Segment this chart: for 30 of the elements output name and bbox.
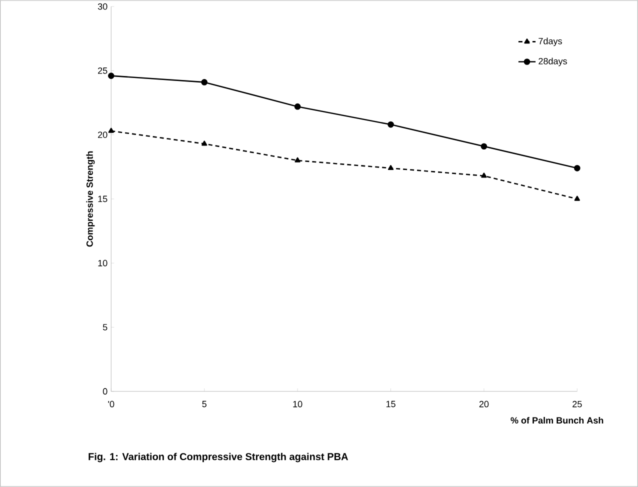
x-tick-label: 20: [479, 400, 489, 408]
caption: Fig. 1: Variation of Compressive Strength against PBA: [88, 452, 348, 462]
x-tick-label: 15: [386, 400, 396, 408]
point: [202, 140, 208, 146]
point: [481, 172, 487, 178]
point: [574, 165, 580, 172]
y-tick-label: 30: [98, 3, 108, 10]
legend-label: 28days: [538, 58, 567, 66]
y-tick-label: 25: [98, 68, 108, 74]
y-axis-title: Compressive Strength: [86, 151, 95, 247]
point: [388, 165, 394, 170]
y-tick-label: 20: [98, 132, 108, 138]
point: [294, 103, 301, 110]
legend-label: 7days: [538, 38, 562, 46]
y-tick-label: 0: [102, 388, 108, 395]
x-tick-label: 10: [293, 400, 302, 408]
point: [108, 128, 114, 133]
point: [294, 157, 300, 162]
x-tick-label: 5: [202, 400, 206, 408]
y-tick-label: 15: [98, 196, 108, 202]
point: [108, 72, 114, 80]
y-tick-label: 10: [98, 260, 108, 266]
point: [201, 79, 208, 86]
point: [480, 143, 488, 150]
x-axis-title: % of Palm Bunch Ash: [510, 417, 604, 424]
x-tick-label: '0: [108, 400, 114, 408]
point: [574, 196, 580, 201]
y-tick-label: 5: [102, 324, 108, 330]
point: [388, 121, 394, 128]
x-tick-label: 25: [572, 400, 582, 408]
